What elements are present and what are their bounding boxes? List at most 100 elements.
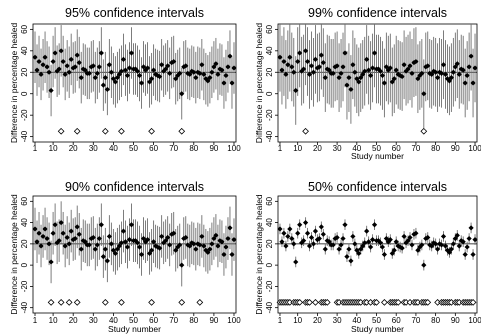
point-estimate [86, 242, 92, 248]
point-estimate [295, 58, 301, 65]
point-estimate [134, 68, 141, 74]
point-estimate [348, 86, 354, 93]
y-tick-label: 0 [20, 262, 29, 267]
point-estimate [291, 241, 297, 247]
non-covering-marker [73, 298, 81, 306]
x-tick-label: 80 [189, 144, 198, 153]
point-estimate [211, 235, 217, 242]
point-estimate [283, 243, 289, 249]
x-tick-label: 100 [468, 144, 481, 153]
x-tick-label: 20 [69, 316, 78, 325]
x-tick-label: 60 [392, 316, 401, 325]
non-covering-marker [57, 298, 65, 306]
plot-frame [277, 195, 478, 314]
point-estimate [82, 67, 88, 73]
point-estimate [64, 234, 70, 241]
point-estimate [207, 246, 213, 252]
point-estimate [283, 71, 289, 78]
point-estimate [153, 71, 159, 78]
point-estimate [425, 234, 431, 241]
y-tick-label: 20 [265, 67, 274, 76]
point-estimate [448, 246, 454, 252]
point-estimate [221, 80, 227, 86]
point-estimate [211, 64, 217, 70]
y-axis-label: Difference in percentage healed [254, 194, 264, 315]
point-estimate [336, 75, 342, 81]
non-covering-marker [57, 127, 65, 135]
point-estimate [144, 65, 151, 71]
x-tick-label: 60 [149, 144, 158, 153]
point-estimate [352, 69, 358, 75]
point-estimate [385, 67, 391, 73]
point-estimate [72, 235, 78, 242]
point-estimate [116, 243, 123, 249]
point-estimate [427, 70, 433, 76]
non-covering-marker [424, 298, 432, 306]
point-estimate [368, 244, 374, 250]
point-estimate [306, 71, 313, 78]
point-estimate [102, 75, 108, 81]
x-tick-label: 30 [89, 144, 98, 153]
point-estimate [124, 244, 131, 250]
point-estimate [171, 58, 177, 65]
point-estimate [146, 79, 153, 85]
x-tick-label: 60 [149, 316, 158, 325]
point-estimate [338, 70, 344, 76]
point-estimate [167, 242, 173, 248]
point-estimate [377, 240, 384, 246]
point-estimate [409, 70, 415, 76]
point-estimate [46, 69, 52, 75]
x-tick-label: 30 [89, 316, 98, 325]
point-estimate [442, 243, 449, 249]
point-estimate [320, 231, 326, 237]
y-axis-label: Difference in percentage healed [9, 23, 19, 144]
point-estimate [215, 71, 221, 78]
point-estimate [297, 222, 303, 228]
point-estimate [393, 67, 399, 73]
x-tick-label: 90 [209, 316, 218, 325]
point-estimate [310, 241, 317, 247]
y-axis-label: Difference in percentage healed [9, 194, 19, 315]
point-estimate [98, 222, 104, 228]
point-estimate [199, 233, 205, 240]
point-estimate [66, 241, 72, 247]
point-estimate [413, 230, 419, 236]
point-estimate [225, 64, 231, 70]
point-estimate [334, 234, 340, 241]
x-tick-label: 100 [227, 316, 241, 325]
point-estimate [346, 246, 352, 252]
point-estimate [78, 246, 84, 252]
point-estimate [173, 247, 179, 253]
x-axis-label: Study number [351, 151, 404, 161]
point-estimate [38, 243, 44, 249]
point-estimate [350, 62, 356, 68]
point-estimate [407, 63, 413, 69]
y-tick-label: 60 [265, 24, 274, 33]
y-tick-label: -40 [265, 130, 274, 142]
point-estimate [118, 68, 125, 74]
point-estimate [364, 56, 370, 62]
point-estimate [36, 58, 42, 65]
point-estimate [159, 233, 165, 240]
x-tick-label: 100 [227, 144, 241, 153]
plot-frame [32, 195, 237, 314]
point-estimate [421, 262, 427, 268]
point-estimate [279, 67, 285, 73]
y-tick-label: -40 [265, 301, 274, 313]
point-estimate [289, 235, 295, 242]
point-estimate [229, 251, 235, 258]
point-estimate [434, 75, 441, 81]
point-estimate [136, 244, 143, 250]
point-estimate [52, 50, 58, 56]
point-estimate [165, 63, 171, 69]
point-estimate [299, 240, 305, 246]
point-estimate [56, 238, 62, 244]
point-estimate [350, 233, 356, 240]
x-tick-label: 10 [293, 316, 302, 325]
point-estimate [381, 251, 387, 258]
point-estimate [312, 228, 319, 234]
point-estimate [72, 64, 78, 70]
point-estimate [320, 60, 326, 66]
point-estimate [434, 246, 441, 252]
point-estimate [338, 242, 344, 248]
